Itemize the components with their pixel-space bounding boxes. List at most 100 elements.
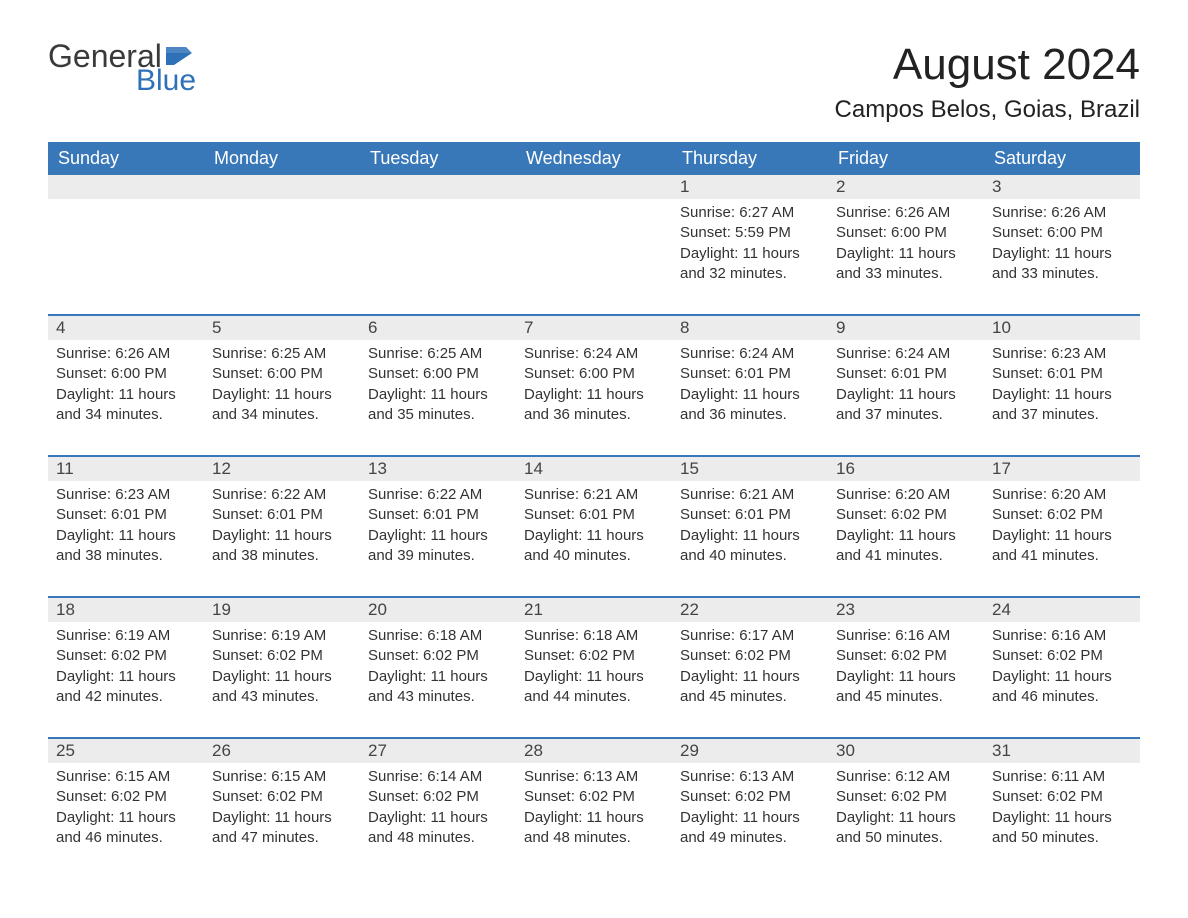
day-number: 24 [984, 598, 1140, 622]
day-cell: 17Sunrise: 6:20 AMSunset: 6:02 PMDayligh… [984, 457, 1140, 572]
day-cell: 5Sunrise: 6:25 AMSunset: 6:00 PMDaylight… [204, 316, 360, 431]
sunrise-line: Sunrise: 6:24 AM [836, 344, 976, 364]
sunrise-line: Sunrise: 6:16 AM [992, 626, 1132, 646]
day-cell: 28Sunrise: 6:13 AMSunset: 6:02 PMDayligh… [516, 739, 672, 854]
daylight-line: Daylight: 11 hours and 32 minutes. [680, 244, 820, 285]
day-body: Sunrise: 6:24 AMSunset: 6:01 PMDaylight:… [828, 340, 984, 431]
daylight-line: Daylight: 11 hours and 45 minutes. [680, 667, 820, 708]
day-header-sunday: Sunday [48, 142, 204, 175]
day-number: 1 [672, 175, 828, 199]
day-cell: 23Sunrise: 6:16 AMSunset: 6:02 PMDayligh… [828, 598, 984, 713]
day-body: Sunrise: 6:23 AMSunset: 6:01 PMDaylight:… [48, 481, 204, 572]
day-number: 12 [204, 457, 360, 481]
daylight-line: Daylight: 11 hours and 33 minutes. [836, 244, 976, 285]
day-body: Sunrise: 6:25 AMSunset: 6:00 PMDaylight:… [204, 340, 360, 431]
day-header-saturday: Saturday [984, 142, 1140, 175]
day-body: Sunrise: 6:22 AMSunset: 6:01 PMDaylight:… [204, 481, 360, 572]
daylight-line: Daylight: 11 hours and 38 minutes. [212, 526, 352, 567]
sunset-line: Sunset: 6:02 PM [524, 787, 664, 807]
day-cell: 1Sunrise: 6:27 AMSunset: 5:59 PMDaylight… [672, 175, 828, 290]
sunset-line: Sunset: 6:02 PM [680, 787, 820, 807]
day-cell: 10Sunrise: 6:23 AMSunset: 6:01 PMDayligh… [984, 316, 1140, 431]
day-header-tuesday: Tuesday [360, 142, 516, 175]
day-body: Sunrise: 6:24 AMSunset: 6:00 PMDaylight:… [516, 340, 672, 431]
day-cell: 2Sunrise: 6:26 AMSunset: 6:00 PMDaylight… [828, 175, 984, 290]
day-number: 26 [204, 739, 360, 763]
sunset-line: Sunset: 6:01 PM [56, 505, 196, 525]
day-number: 9 [828, 316, 984, 340]
day-number: 6 [360, 316, 516, 340]
day-body: Sunrise: 6:24 AMSunset: 6:01 PMDaylight:… [672, 340, 828, 431]
day-body [516, 199, 672, 209]
daylight-line: Daylight: 11 hours and 42 minutes. [56, 667, 196, 708]
page-header: General Blue August 2024 Campos Belos, G… [48, 40, 1140, 124]
day-number: 3 [984, 175, 1140, 199]
day-body [48, 199, 204, 209]
day-number: 10 [984, 316, 1140, 340]
daylight-line: Daylight: 11 hours and 40 minutes. [680, 526, 820, 567]
day-cell: 8Sunrise: 6:24 AMSunset: 6:01 PMDaylight… [672, 316, 828, 431]
week-row: 18Sunrise: 6:19 AMSunset: 6:02 PMDayligh… [48, 596, 1140, 713]
day-cell: 13Sunrise: 6:22 AMSunset: 6:01 PMDayligh… [360, 457, 516, 572]
sunset-line: Sunset: 6:02 PM [524, 646, 664, 666]
sunset-line: Sunset: 6:02 PM [368, 646, 508, 666]
sunrise-line: Sunrise: 6:21 AM [524, 485, 664, 505]
sunrise-line: Sunrise: 6:19 AM [212, 626, 352, 646]
sunset-line: Sunset: 6:00 PM [212, 364, 352, 384]
day-cell: 31Sunrise: 6:11 AMSunset: 6:02 PMDayligh… [984, 739, 1140, 854]
daylight-line: Daylight: 11 hours and 36 minutes. [524, 385, 664, 426]
day-cell: 16Sunrise: 6:20 AMSunset: 6:02 PMDayligh… [828, 457, 984, 572]
sunrise-line: Sunrise: 6:11 AM [992, 767, 1132, 787]
day-number [516, 175, 672, 199]
day-header-wednesday: Wednesday [516, 142, 672, 175]
daylight-line: Daylight: 11 hours and 50 minutes. [836, 808, 976, 849]
sunset-line: Sunset: 6:02 PM [992, 787, 1132, 807]
sunrise-line: Sunrise: 6:19 AM [56, 626, 196, 646]
day-cell: 4Sunrise: 6:26 AMSunset: 6:00 PMDaylight… [48, 316, 204, 431]
day-body: Sunrise: 6:18 AMSunset: 6:02 PMDaylight:… [516, 622, 672, 713]
daylight-line: Daylight: 11 hours and 44 minutes. [524, 667, 664, 708]
daylight-line: Daylight: 11 hours and 46 minutes. [56, 808, 196, 849]
day-body: Sunrise: 6:25 AMSunset: 6:00 PMDaylight:… [360, 340, 516, 431]
empty-day-cell [48, 175, 204, 290]
sunset-line: Sunset: 6:01 PM [836, 364, 976, 384]
empty-day-cell [204, 175, 360, 290]
day-number: 19 [204, 598, 360, 622]
week-row: 11Sunrise: 6:23 AMSunset: 6:01 PMDayligh… [48, 455, 1140, 572]
day-number [204, 175, 360, 199]
day-number: 23 [828, 598, 984, 622]
daylight-line: Daylight: 11 hours and 48 minutes. [368, 808, 508, 849]
day-body: Sunrise: 6:12 AMSunset: 6:02 PMDaylight:… [828, 763, 984, 854]
day-number: 4 [48, 316, 204, 340]
sunrise-line: Sunrise: 6:24 AM [680, 344, 820, 364]
sunrise-line: Sunrise: 6:26 AM [56, 344, 196, 364]
week-row: 1Sunrise: 6:27 AMSunset: 5:59 PMDaylight… [48, 175, 1140, 290]
daylight-line: Daylight: 11 hours and 37 minutes. [992, 385, 1132, 426]
day-number: 27 [360, 739, 516, 763]
day-body: Sunrise: 6:18 AMSunset: 6:02 PMDaylight:… [360, 622, 516, 713]
empty-day-cell [516, 175, 672, 290]
day-body [360, 199, 516, 209]
sunset-line: Sunset: 6:01 PM [680, 364, 820, 384]
day-cell: 15Sunrise: 6:21 AMSunset: 6:01 PMDayligh… [672, 457, 828, 572]
daylight-line: Daylight: 11 hours and 41 minutes. [992, 526, 1132, 567]
day-cell: 11Sunrise: 6:23 AMSunset: 6:01 PMDayligh… [48, 457, 204, 572]
sunrise-line: Sunrise: 6:25 AM [212, 344, 352, 364]
day-number: 21 [516, 598, 672, 622]
daylight-line: Daylight: 11 hours and 33 minutes. [992, 244, 1132, 285]
day-body: Sunrise: 6:23 AMSunset: 6:01 PMDaylight:… [984, 340, 1140, 431]
daylight-line: Daylight: 11 hours and 40 minutes. [524, 526, 664, 567]
day-body: Sunrise: 6:14 AMSunset: 6:02 PMDaylight:… [360, 763, 516, 854]
logo: General Blue [48, 40, 196, 96]
day-body: Sunrise: 6:16 AMSunset: 6:02 PMDaylight:… [984, 622, 1140, 713]
day-body: Sunrise: 6:15 AMSunset: 6:02 PMDaylight:… [48, 763, 204, 854]
day-number [48, 175, 204, 199]
sunrise-line: Sunrise: 6:22 AM [368, 485, 508, 505]
day-body: Sunrise: 6:19 AMSunset: 6:02 PMDaylight:… [204, 622, 360, 713]
sunrise-line: Sunrise: 6:22 AM [212, 485, 352, 505]
sunrise-line: Sunrise: 6:21 AM [680, 485, 820, 505]
day-cell: 29Sunrise: 6:13 AMSunset: 6:02 PMDayligh… [672, 739, 828, 854]
day-number: 28 [516, 739, 672, 763]
day-number [360, 175, 516, 199]
day-cell: 25Sunrise: 6:15 AMSunset: 6:02 PMDayligh… [48, 739, 204, 854]
